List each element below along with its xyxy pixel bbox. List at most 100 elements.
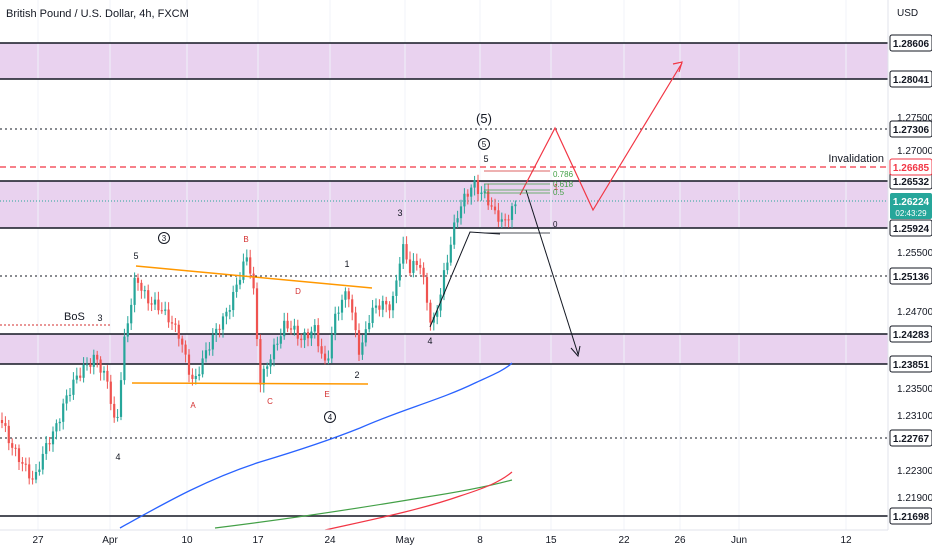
ma-red-line xyxy=(324,471,513,531)
candle-body-454 xyxy=(453,222,456,245)
candle-body-362 xyxy=(361,342,364,355)
wave-label-8: 4 xyxy=(115,452,120,462)
candle-body-332 xyxy=(330,334,333,359)
bull-arrowhead xyxy=(672,61,683,73)
candle-body-257 xyxy=(255,288,259,340)
correction-label-5: 1 xyxy=(554,183,559,192)
time-axis[interactable]: 27 Apr 10 17 24 May 8 15 22 26 Jun 12 xyxy=(0,529,888,546)
candle-body-267 xyxy=(266,366,269,369)
candle-body-2 xyxy=(0,420,4,424)
candle-body-515 xyxy=(514,204,517,207)
candle-body-111 xyxy=(109,381,112,404)
candle-body-396 xyxy=(395,280,398,296)
candle-body-9 xyxy=(7,425,10,444)
candle-body-458 xyxy=(456,218,459,223)
candle-body-216 xyxy=(215,328,218,335)
x-tick-3: 17 xyxy=(252,535,264,546)
candle-body-318 xyxy=(317,325,320,347)
y-tick-2: 1.25500 xyxy=(897,248,932,259)
candle-body-390 xyxy=(388,304,391,311)
candle-body-512 xyxy=(510,206,514,220)
candle-body-444 xyxy=(442,270,446,295)
invalidation-tag xyxy=(889,158,932,176)
vertical-grid xyxy=(37,0,847,530)
wave-label-4: 3 xyxy=(97,313,102,323)
level-tag-text-5: 1.25136 xyxy=(893,272,930,283)
price-axis[interactable]: 1.27500 1.27000 1.25500 1.24700 1.23500 1.231… xyxy=(887,0,932,530)
currency-label: USD xyxy=(897,8,918,19)
candle-body-505 xyxy=(504,219,507,221)
candle-body-179 xyxy=(177,324,180,339)
candle-body-203 xyxy=(201,358,204,375)
candle-body-305 xyxy=(303,332,306,341)
candle-body-271 xyxy=(269,359,272,367)
candle-body-84 xyxy=(82,364,85,378)
wave-circle-0 xyxy=(158,232,170,244)
x-tick-10: Jun xyxy=(731,535,747,546)
wave-circle-text-2: 5 xyxy=(482,140,487,149)
level-tag-7 xyxy=(889,355,932,373)
candle-body-250 xyxy=(249,257,252,274)
candle-body-461 xyxy=(459,206,463,219)
candle-body-80 xyxy=(79,375,82,378)
wave-label-0: (5) xyxy=(476,111,492,126)
candle-body-328 xyxy=(327,358,330,361)
candle-body-209 xyxy=(208,349,211,351)
bull-projection xyxy=(519,62,683,212)
candle-body-424 xyxy=(422,267,425,278)
level-tag-2 xyxy=(889,120,932,138)
candle-body-478 xyxy=(476,180,480,194)
candle-body-128 xyxy=(126,323,129,337)
level-tag-text-3: 1.26532 xyxy=(893,177,930,188)
wave-label-2: 5 xyxy=(133,251,138,261)
candle-body-335 xyxy=(334,313,337,335)
candle-body-339 xyxy=(337,312,340,314)
candle-body-104 xyxy=(102,370,106,373)
moving-averages-layer xyxy=(119,362,513,531)
candle-body-141 xyxy=(140,282,143,291)
candle-body-247 xyxy=(245,257,248,262)
candle-body-345 xyxy=(344,291,347,300)
candle-body-403 xyxy=(402,244,405,264)
candle-body-468 xyxy=(466,193,469,197)
level-tag-8 xyxy=(889,429,932,447)
candle-body-509 xyxy=(507,219,510,221)
lower-trendline xyxy=(131,382,369,385)
y-tick-7: 1.21900 xyxy=(897,493,932,504)
x-tick-1: Apr xyxy=(102,535,118,546)
candle-body-427 xyxy=(425,277,429,303)
correction-label-2: C xyxy=(267,397,273,406)
bear-projection xyxy=(525,189,579,355)
wave-label-5: 4 xyxy=(427,336,432,346)
candle-body-70 xyxy=(68,394,72,396)
candle-body-495 xyxy=(493,206,497,211)
candle-body-56 xyxy=(55,423,58,432)
candle-body-94 xyxy=(92,354,95,367)
candle-body-22 xyxy=(21,462,24,464)
candle-body-451 xyxy=(449,244,452,263)
level-tag-1 xyxy=(889,70,932,88)
level-tag-text-2: 1.27306 xyxy=(893,125,930,136)
candle-body-196 xyxy=(194,375,197,379)
candle-body-447 xyxy=(446,262,449,271)
levels-layer: Invalidation xyxy=(0,42,888,517)
x-tick-6: 8 xyxy=(477,535,483,546)
candle-body-26 xyxy=(24,463,27,465)
candle-body-199 xyxy=(198,374,201,376)
candle-body-152 xyxy=(150,303,153,305)
upper-trendline xyxy=(135,265,373,289)
wave-circle-1 xyxy=(324,411,336,423)
y-tick-6: 1.22300 xyxy=(897,466,932,477)
candle-body-237 xyxy=(235,284,238,292)
wave-label-1: 5 xyxy=(483,154,488,164)
candle-body-386 xyxy=(385,300,388,305)
candle-body-60 xyxy=(58,421,61,424)
zone-2 xyxy=(0,334,888,364)
candle-body-5 xyxy=(4,423,7,426)
candle-body-359 xyxy=(357,330,361,355)
level-tag-text-1: 1.28041 xyxy=(893,75,930,86)
candle-body-182 xyxy=(181,338,184,345)
candle-body-169 xyxy=(167,309,170,323)
